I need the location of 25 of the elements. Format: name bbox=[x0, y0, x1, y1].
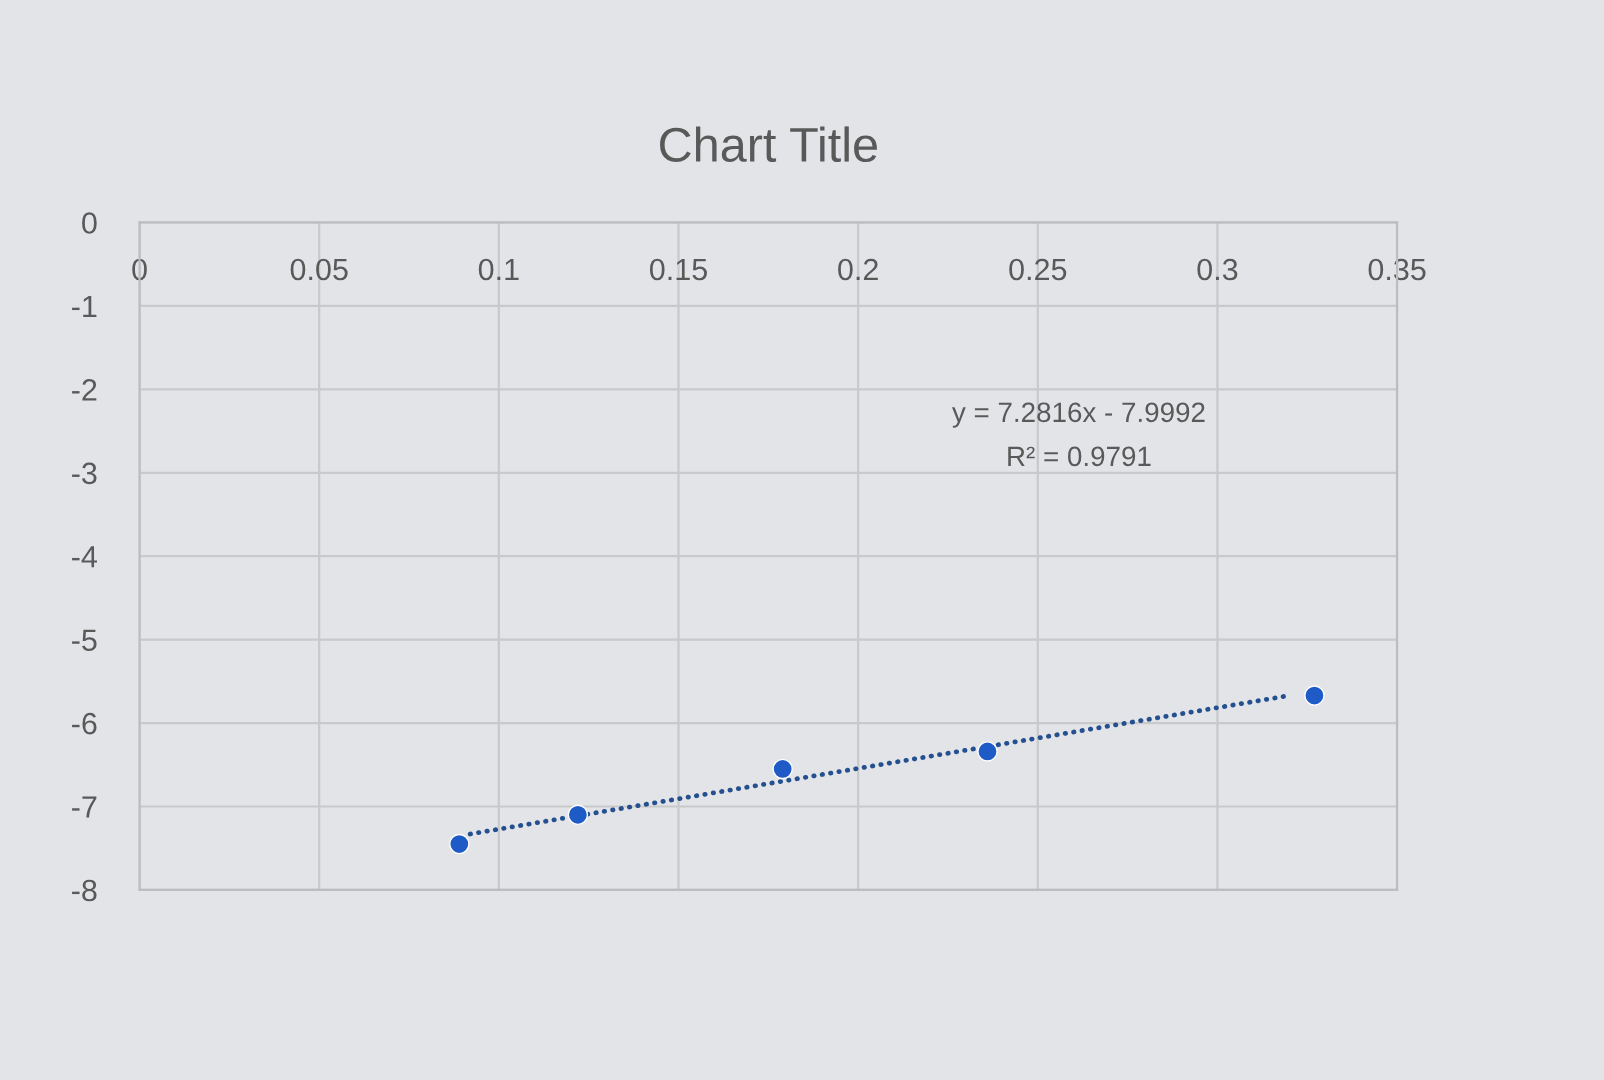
chart-title: Chart Title bbox=[660, 126, 877, 163]
x-tick-label: 0 bbox=[132, 258, 147, 281]
x-tick-label: 0.15 bbox=[649, 258, 707, 281]
y-tick-label: 0 bbox=[82, 212, 97, 234]
point bbox=[449, 833, 470, 855]
y-tick-label: -8 bbox=[72, 879, 97, 902]
point bbox=[1304, 685, 1325, 706]
annotation: R² = 0.9791 bbox=[1008, 446, 1151, 467]
y-tick-label: -7 bbox=[72, 796, 97, 818]
y-tick-label: -6 bbox=[72, 712, 97, 735]
point bbox=[772, 758, 793, 780]
x-tick-label: 0.3 bbox=[1197, 258, 1238, 281]
y-tick-label: -3 bbox=[72, 462, 97, 485]
point bbox=[567, 804, 589, 826]
y-tick-label: -4 bbox=[72, 546, 97, 568]
x-tick-label: 0.1 bbox=[478, 258, 519, 281]
y-tick-label: -2 bbox=[72, 379, 97, 401]
y-tick-label: -1 bbox=[72, 295, 97, 317]
x-tick-label: 0.35 bbox=[1368, 258, 1426, 281]
x-tick-label: 0.2 bbox=[838, 258, 878, 281]
point bbox=[977, 741, 998, 762]
x-tick-label: 0.25 bbox=[1009, 258, 1067, 281]
y-tick-label: -5 bbox=[72, 629, 97, 651]
x-tick-label: 0.05 bbox=[290, 258, 348, 281]
annotation: y = 7.2816x - 7.9992 bbox=[951, 402, 1205, 428]
